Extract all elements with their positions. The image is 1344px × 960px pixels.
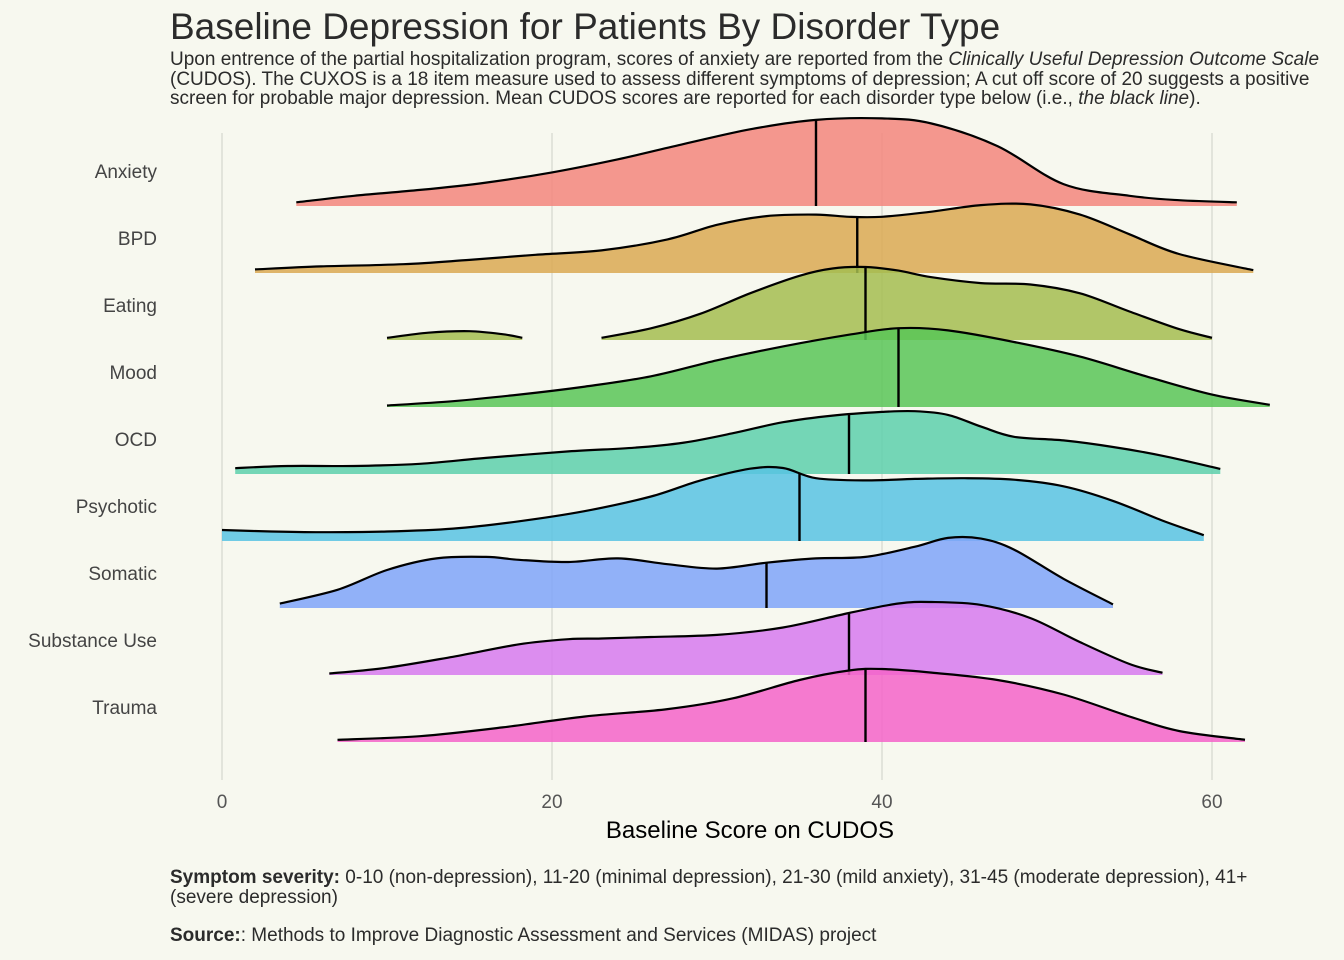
ridge-psychotic xyxy=(221,465,1205,541)
y-label-trauma: Trauma xyxy=(92,698,157,719)
y-label-psychotic: Psychotic xyxy=(76,497,157,518)
ridge-outline-bpd-0 xyxy=(254,202,1254,272)
y-label-anxiety: Anxiety xyxy=(95,162,158,183)
source-label: Source: xyxy=(170,925,241,946)
ridge-area-trauma-0 xyxy=(337,668,1245,742)
x-axis-label: Baseline Score on CUDOS xyxy=(606,817,894,844)
ridge-mood xyxy=(386,326,1270,407)
ridge-anxiety xyxy=(296,117,1237,206)
y-label-ocd: OCD xyxy=(115,430,157,451)
ridge-somatic xyxy=(279,535,1114,608)
source-caption: Source:: Methods to Improve Diagnostic A… xyxy=(170,926,1270,946)
severity-label: Symptom severity: xyxy=(170,867,341,888)
ridge-substance-use xyxy=(329,600,1163,675)
ridge-bpd xyxy=(254,202,1254,273)
x-tick-label-40: 40 xyxy=(871,792,892,813)
ridge-outline-anxiety-0 xyxy=(296,117,1237,204)
ridge-outline-trauma-0 xyxy=(337,667,1246,741)
chart-title: Baseline Depression for Patients By Diso… xyxy=(170,6,1001,47)
severity-text: 0-10 (non-depression), 11-20 (minimal de… xyxy=(170,867,1248,908)
ridge-outline-psychotic-0 xyxy=(221,465,1205,537)
ridge-outline-substance-use-0 xyxy=(329,600,1163,675)
ridge-area-somatic-0 xyxy=(279,537,1113,608)
ridge-ocd xyxy=(235,409,1221,474)
source-text: : Methods to Improve Diagnostic Assessme… xyxy=(240,925,877,946)
ridge-area-anxiety-0 xyxy=(296,118,1237,206)
y-label-substance-use: Substance Use xyxy=(28,631,157,652)
subtitle-text-3: ). xyxy=(1189,88,1201,109)
x-tick-label-0: 0 xyxy=(217,792,228,813)
ridge-trauma xyxy=(337,667,1246,742)
subtitle-italic-2: the black line xyxy=(1078,88,1190,109)
ridge-area-eating-1 xyxy=(601,266,1212,340)
ridge-outline-somatic-0 xyxy=(279,535,1114,606)
subtitle-text-1: Upon entrence of the partial hospitaliza… xyxy=(170,49,949,70)
ridge-area-mood-0 xyxy=(387,327,1270,407)
x-tick-label-20: 20 xyxy=(541,792,562,813)
y-label-mood: Mood xyxy=(109,363,157,384)
ridge-area-bpd-0 xyxy=(255,203,1254,273)
y-label-bpd: BPD xyxy=(118,229,157,250)
ridge-outline-eating-1 xyxy=(601,265,1213,339)
ridge-area-psychotic-0 xyxy=(222,466,1204,541)
subtitle-text-2: (CUDOS). The CUXOS is a 18 item measure … xyxy=(170,68,1310,109)
ridge-area-substance-use-0 xyxy=(329,601,1163,675)
severity-caption: Symptom severity: 0-10 (non-depression),… xyxy=(170,868,1270,907)
ridge-eating xyxy=(386,265,1213,340)
x-axis-ticks: 0 20 40 60 xyxy=(217,792,1223,813)
y-label-eating: Eating xyxy=(103,296,157,317)
y-axis-labels: Anxiety BPD Eating Mood OCD Psychotic Somatic S… xyxy=(28,162,157,719)
subtitle-italic-1: Clinically Useful Depression Outcome Sca… xyxy=(948,49,1320,70)
y-label-somatic: Somatic xyxy=(88,564,157,585)
x-tick-label-60: 60 xyxy=(1201,792,1222,813)
ridge-outline-ocd-0 xyxy=(235,409,1221,470)
ridge-outline-eating-0 xyxy=(386,330,523,339)
ridge-area-ocd-0 xyxy=(235,410,1221,474)
chart-subtitle: Upon entrence of the partial hospitaliza… xyxy=(170,50,1335,109)
ridges xyxy=(221,117,1270,742)
ridge-outline-mood-0 xyxy=(386,326,1270,407)
